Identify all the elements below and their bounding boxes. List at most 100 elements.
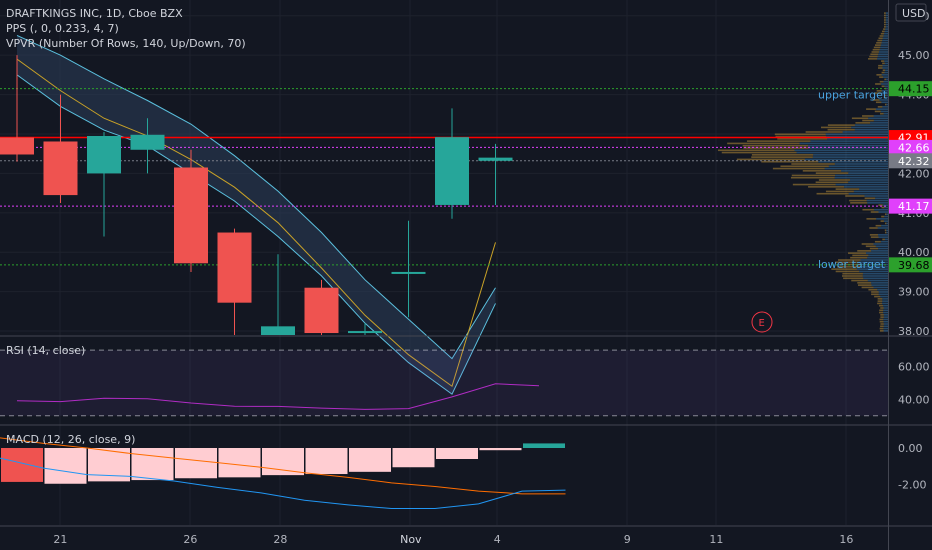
volume-profile-bar-up (883, 309, 888, 312)
candle-body[interactable] (43, 141, 78, 196)
volume-profile-bar-up (882, 64, 888, 67)
macd-histogram-bar[interactable] (523, 443, 565, 448)
candle-body[interactable] (87, 135, 121, 174)
volume-profile-bar-down (850, 256, 868, 259)
volume-profile-bar-up (883, 318, 888, 321)
candle-body[interactable] (304, 287, 339, 334)
volume-profile-bar-up (873, 243, 888, 245)
volume-profile-bar-down (743, 147, 809, 149)
macd-histogram-bar[interactable] (218, 448, 261, 478)
volume-profile-bar-down (852, 254, 869, 257)
macd-histogram-bar[interactable] (131, 448, 174, 481)
price-level-badge[interactable] (889, 81, 932, 97)
volume-profile-bar-down (884, 94, 887, 97)
volume-profile-bar-down (885, 231, 887, 234)
volume-profile-bar-down (845, 195, 865, 197)
price-level-badge-label: 41.17 (898, 200, 930, 213)
price-tick-label: 42.00 (898, 167, 930, 180)
volume-profile-bar-up (883, 320, 888, 323)
price-level-badge[interactable] (889, 198, 932, 214)
price-level-badge[interactable] (889, 139, 932, 155)
volume-profile-bar-down (884, 229, 887, 232)
candle-body[interactable] (261, 326, 295, 335)
volume-profile-bar-down (772, 167, 825, 170)
volume-profile-bar-down (869, 227, 878, 229)
macd-histogram-bar[interactable] (175, 448, 217, 479)
volume-profile-bar-up (867, 256, 888, 259)
volume-profile-bar-up (886, 94, 888, 97)
volume-profile-bar-up (876, 218, 888, 220)
macd-histogram-bar[interactable] (436, 448, 478, 459)
rsi-line[interactable] (16, 383, 540, 410)
target-annotation: upper target (818, 88, 888, 101)
price-level-badge[interactable] (889, 257, 932, 273)
pps-indicator-legend[interactable]: PPS (, 0, 0.233, 4, 7) (6, 22, 119, 35)
price-level-badge[interactable] (889, 153, 932, 169)
volume-profile-bar-down (851, 279, 868, 282)
macd-histogram-bar[interactable] (392, 448, 435, 468)
volume-profile-bar-down (876, 74, 882, 76)
pps-upper-line[interactable] (16, 35, 496, 360)
volume-profile-bar-down (746, 140, 811, 142)
volume-profile-bar-up (883, 311, 888, 314)
candle-body[interactable] (0, 137, 34, 155)
symbol-title[interactable]: DRAFTKINGS INC, 1D, Cboe BZX (6, 7, 183, 20)
candle-body[interactable] (435, 137, 469, 205)
earnings-marker-label: E (759, 318, 765, 329)
volume-profile-bar-up (877, 58, 888, 60)
volume-profile-bar-down (780, 165, 829, 168)
volume-profile-bar-up (879, 48, 888, 51)
volume-profile-bar-up (885, 26, 888, 28)
time-tick-label: 16 (839, 533, 853, 546)
volume-profile-bar-up (886, 103, 888, 106)
candle-body[interactable] (478, 157, 513, 161)
volume-profile-bar-up (885, 16, 888, 19)
candle-body[interactable] (174, 167, 208, 264)
volume-profile-bar-up (808, 144, 888, 147)
volume-profile-bar-down (774, 133, 826, 136)
volume-profile-bar-up (867, 202, 888, 204)
candle-body[interactable] (130, 134, 165, 150)
volume-profile-bar-up (883, 220, 888, 222)
vpvr-indicator-legend[interactable]: VPVR (Number Of Rows, 140, Up/Down, 70) (6, 37, 246, 50)
macd-histogram-bar[interactable] (349, 448, 391, 472)
volume-profile-bar-up (884, 71, 888, 74)
volume-profile-bar-down (862, 115, 874, 117)
volume-profile-bar-up (877, 227, 888, 229)
volume-profile-bar-down (827, 128, 855, 131)
volume-profile-bar-up (886, 229, 888, 232)
pps-inner-line[interactable] (16, 58, 496, 388)
macd-histogram-bar[interactable] (1, 448, 43, 482)
volume-profile-bar-up (881, 42, 888, 44)
volume-profile-bar-up (884, 85, 888, 88)
rsi-indicator-legend[interactable]: RSI (14, close) (6, 344, 86, 357)
volume-profile-bar-up (864, 195, 888, 197)
volume-profile-bar-down (874, 92, 881, 94)
candle-body[interactable] (391, 271, 426, 274)
volume-profile-bar-down (880, 316, 884, 318)
earnings-marker-icon[interactable] (751, 311, 773, 333)
volume-profile-bar-up (885, 23, 888, 26)
volume-profile-bar-up (877, 288, 888, 291)
pps-lower-line[interactable] (16, 74, 496, 395)
volume-profile-bar-down (884, 23, 886, 26)
volume-profile-bar-up (879, 99, 888, 101)
macd-histogram-bar[interactable] (305, 448, 348, 475)
volume-profile-bar-down (848, 252, 867, 254)
volume-profile-bar-down (878, 37, 883, 40)
macd-histogram-bar[interactable] (262, 448, 304, 476)
candle-body[interactable] (217, 232, 252, 303)
macd-indicator-legend[interactable]: MACD (12, 26, close, 9) (6, 433, 136, 446)
macd-line[interactable] (0, 457, 566, 509)
macd-histogram-bar[interactable] (44, 448, 87, 484)
macd-histogram-bar[interactable] (479, 448, 522, 451)
volume-profile-bar-up (880, 295, 888, 298)
volume-profile-bar-up (883, 325, 888, 328)
candle-body[interactable] (348, 331, 382, 334)
volume-profile-bar-down (877, 302, 883, 305)
volume-profile-bar-down (879, 76, 884, 78)
currency-badge[interactable] (895, 3, 927, 22)
macd-signal-line[interactable] (0, 437, 566, 495)
volume-profile-bar-down (885, 103, 887, 106)
